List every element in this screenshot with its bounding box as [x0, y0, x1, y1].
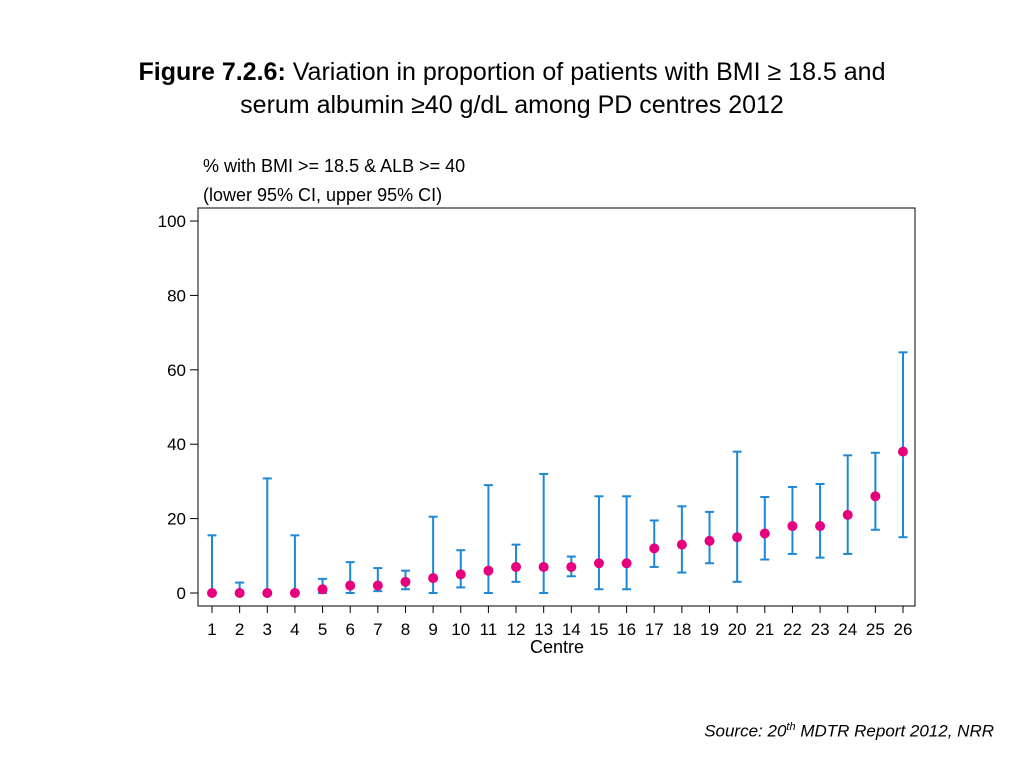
x-tick-label: 14 — [562, 620, 581, 639]
x-tick-label: 5 — [318, 620, 327, 639]
x-tick-label: 12 — [507, 620, 526, 639]
data-point — [566, 561, 577, 572]
x-tick-label: 3 — [263, 620, 272, 639]
figure-title-line-1: Figure 7.2.6: Variation in proportion of… — [0, 56, 1024, 89]
data-point — [234, 588, 245, 598]
figure-title-line-2: serum albumin ≥40 g/dL among PD centres … — [240, 91, 784, 119]
source-prefix: Source: 20 — [704, 721, 787, 741]
data-point — [649, 543, 660, 554]
data-point — [207, 588, 217, 598]
x-axis-label: Centre — [530, 637, 584, 657]
data-point — [898, 446, 908, 457]
data-point — [593, 558, 604, 569]
data-point — [815, 521, 826, 532]
data-point — [372, 580, 383, 591]
x-tick-label: 7 — [373, 620, 382, 639]
y-axis-label-line-1: % with BMI >= 18.5 & ALB >= 40 — [203, 156, 465, 176]
x-tick-label: 21 — [755, 620, 774, 639]
data-point — [483, 565, 494, 576]
data-point — [400, 576, 411, 587]
x-tick-label: 19 — [700, 620, 719, 639]
data-point — [262, 588, 273, 598]
x-tick-label: 22 — [783, 620, 802, 639]
x-tick-label: 2 — [235, 620, 244, 639]
data-point — [538, 561, 549, 572]
x-tick-label: 26 — [894, 620, 913, 639]
figure-title: Figure 7.2.6: Variation in proportion of… — [0, 56, 1024, 122]
x-tick-label: 9 — [428, 620, 437, 639]
chart: % with BMI >= 18.5 & ALB >= 40 (lower 95… — [158, 156, 916, 657]
x-tick-label: 11 — [480, 620, 498, 639]
x-tick-label: 1 — [207, 620, 216, 639]
y-tick-label: 80 — [167, 286, 186, 305]
x-tick-label: 24 — [838, 620, 857, 639]
x-tick-label: 17 — [645, 620, 664, 639]
x-tick-label: 15 — [589, 620, 608, 639]
y-tick-label: 40 — [167, 435, 186, 454]
data-point — [842, 509, 853, 520]
data-point — [428, 573, 439, 584]
x-tick-label: 16 — [617, 620, 636, 639]
x-tick-label: 10 — [451, 620, 470, 639]
x-tick-label: 18 — [672, 620, 691, 639]
figure-label: Figure 7.2.6: — [138, 58, 286, 86]
y-tick-label: 20 — [167, 510, 186, 529]
x-tick-label: 6 — [345, 620, 354, 639]
data-point — [732, 532, 743, 543]
x-tick-label: 13 — [534, 620, 553, 639]
plot-frame — [197, 207, 916, 607]
data-point — [289, 588, 300, 598]
data-point — [787, 521, 798, 532]
data-point — [345, 580, 356, 591]
data-point — [676, 539, 687, 550]
source-superscript: th — [786, 721, 796, 733]
data-point — [455, 569, 466, 580]
y-tick-label: 0 — [177, 584, 186, 603]
y-tick-label: 60 — [167, 361, 186, 380]
data-point — [511, 561, 522, 572]
y-axis-label-line-2: (lower 95% CI, upper 95% CI) — [203, 185, 442, 205]
source-suffix: MDTR Report 2012, NRR — [795, 721, 994, 741]
data-point — [870, 491, 881, 502]
y-tick-label: 100 — [158, 212, 186, 231]
x-tick-label: 4 — [290, 620, 299, 639]
data-point — [704, 535, 715, 546]
data-point — [759, 528, 770, 539]
error-bars — [207, 351, 908, 594]
data-points — [207, 446, 908, 598]
x-tick-label: 20 — [728, 620, 747, 639]
source-note: Source: 20th MDTR Report 2012, NRR — [704, 721, 994, 742]
x-tick-label: 25 — [866, 620, 885, 639]
data-point — [317, 584, 328, 595]
x-tick-label: 23 — [811, 620, 830, 639]
x-tick-label: 8 — [401, 620, 410, 639]
y-axis: 0 20 40 60 80 100 — [158, 212, 198, 603]
x-axis: 1 2 3 4 5 6 7 8 9 10 11 12 13 14 15 16 17 18 19 20 21 22 23 24 2… — [207, 606, 912, 639]
data-point — [621, 558, 632, 569]
figure-title-text-1: Variation in proportion of patients with… — [292, 58, 886, 86]
